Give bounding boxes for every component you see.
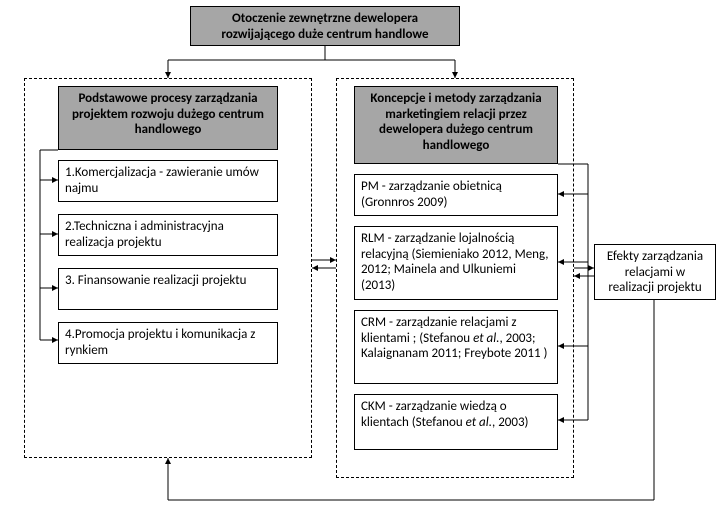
diagram-canvas: Otoczenie zewnętrzne dewelopera rozwijaj…	[0, 0, 721, 518]
left-item-1: 1.Komercjalizacja - zawieranie umów najm…	[58, 160, 278, 202]
left-item-4: 4.Promocja projektu i komunikacja z rynk…	[58, 322, 278, 364]
right-item-3: CRM - zarządzanie relacjami z klientami …	[354, 310, 558, 384]
right-group-title: Koncepcje i metody zarządzania marketing…	[354, 86, 558, 164]
right-item-1: PM - zarządzanie obietnicą (Gronnros 200…	[354, 174, 558, 216]
left-item-3: 3. Finansowanie realizacji projektu	[58, 268, 278, 310]
left-item-2: 2.Techniczna i administracyjna realizacj…	[58, 214, 278, 256]
top-header-box: Otoczenie zewnętrzne dewelopera rozwijaj…	[190, 6, 460, 46]
left-group-title: Podstawowe procesy zarządzania projektem…	[58, 86, 278, 150]
right-item-2: RLM - zarządzanie lojalnością relacyjną …	[354, 226, 558, 300]
right-item-4: CKM - zarządzanie wiedzą o klientach (St…	[354, 394, 558, 450]
effects-box: Efekty zarządzania relacjami w realizacj…	[594, 244, 716, 300]
